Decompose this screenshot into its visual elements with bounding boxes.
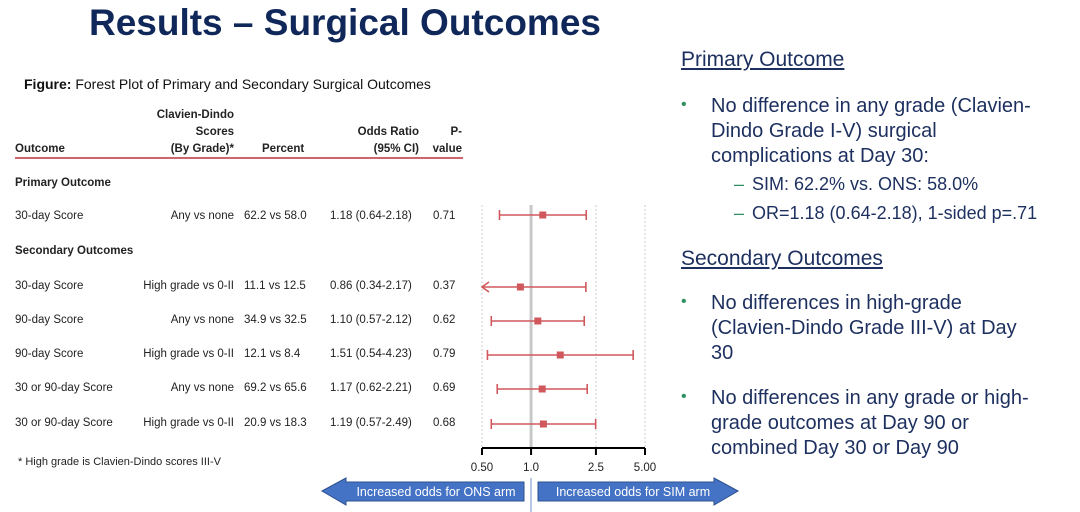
cell-percent: 62.2 vs 58.0 [244,210,307,222]
cell-percent: 69.2 vs 65.6 [244,382,307,394]
cell-percent: 20.9 vs 18.3 [244,417,307,429]
point-estimate [539,211,547,219]
cell-score: Any vs none [170,314,234,326]
cell-odds-ratio: 1.10 (0.57-2.12) [330,314,412,326]
header-p-line1: P- [450,126,463,138]
point-estimate [539,420,547,428]
footnote: * High grade is Clavien-Dindo scores III… [18,456,221,468]
point-estimate [556,351,564,359]
cell-p-value: 0.62 [433,314,456,326]
cell-p-value: 0.71 [433,210,456,222]
point-estimate [534,317,542,325]
x-tick-label: 5.00 [634,462,656,474]
point-estimate [538,385,546,393]
left-arrow-label: Increased odds for ONS arm [356,485,515,499]
header-divider [15,157,463,159]
cell-odds-ratio: 1.17 (0.62-2.21) [330,382,412,394]
cell-outcome: 30 or 90-day Score [15,382,113,394]
section-primary: Primary Outcome [15,177,111,189]
header-outcome: Outcome [15,143,65,155]
header-or-line1: Odds Ratio [357,126,419,138]
cell-p-value: 0.69 [433,382,456,394]
cell-p-value: 0.68 [433,417,456,429]
cell-odds-ratio: 1.18 (0.64-2.18) [330,210,412,222]
cell-odds-ratio: 0.86 (0.34-2.17) [330,280,412,292]
header-p-line2: value [432,143,462,155]
slide-title: Results – Surgical Outcomes [88,2,601,43]
cell-percent: 34.9 vs 32.5 [244,314,307,326]
header-or: Odds Ratio (95% CI) [335,124,419,158]
header-percent: Percent [262,143,305,155]
left-arrow-icon [320,477,525,506]
cell-outcome: 30 or 90-day Score [15,417,113,429]
cell-percent: 11.1 vs 12.5 [244,280,306,292]
header-score: Clavien-Dindo Scores (By Grade)* [140,107,234,158]
x-tick-label: 0.50 [471,462,493,474]
cell-score: High grade vs 0-II [143,348,234,360]
x-tick-label: 2.5 [588,462,604,474]
right-arrow-icon [537,477,740,506]
cell-outcome: 30-day Score [15,210,84,222]
section-secondary: Secondary Outcomes [15,245,134,257]
point-estimate [516,283,524,291]
cell-percent: 12.1 vs 8.4 [244,348,301,360]
figure-caption: Figure: Forest Plot of Primary and Secon… [24,76,431,92]
caption-label: Figure: [24,76,72,92]
cell-outcome: 90-day Score [15,314,84,326]
cell-score: Any vs none [170,382,234,394]
caption-text: Forest Plot of Primary and Secondary Sur… [71,76,431,92]
cell-score: Any vs none [170,210,234,222]
cell-odds-ratio: 1.19 (0.57-2.49) [330,417,412,429]
x-tick-label: 1.0 [523,462,539,474]
cell-outcome: 90-day Score [15,348,84,360]
cell-score: High grade vs 0-II [143,417,234,429]
header-score-line3: (By Grade)* [170,143,234,155]
header-or-line2: (95% CI) [373,143,419,155]
right-arrow-label: Increased odds for SIM arm [556,485,710,499]
header-p: P- value [425,124,462,158]
cell-outcome: 30-day Score [15,280,84,292]
header-score-line2: Scores [195,126,234,138]
cell-score: High grade vs 0-II [143,280,234,292]
header-score-line1: Clavien-Dindo [156,109,234,121]
cell-p-value: 0.37 [433,280,456,292]
cell-odds-ratio: 1.51 (0.54-4.23) [330,348,412,360]
ci-arrow-icon [480,281,490,293]
cell-p-value: 0.79 [433,348,456,360]
